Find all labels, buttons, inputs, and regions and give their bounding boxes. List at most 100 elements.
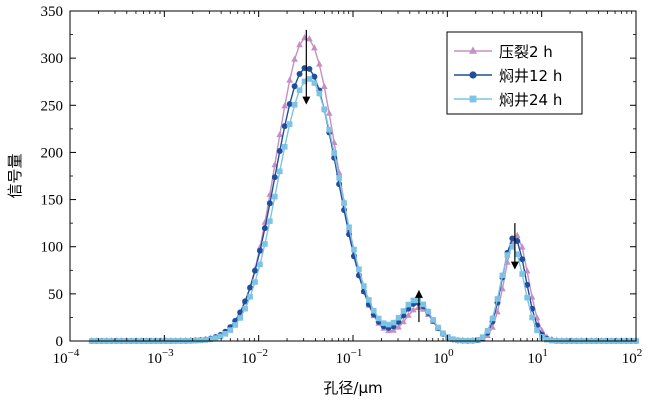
data-point-square — [405, 301, 412, 308]
data-point-circle — [271, 174, 278, 181]
x-axis-ticks: 10−4 10−3 10−2 10−1 100 101 102 — [53, 11, 643, 367]
data-point-circle — [296, 70, 303, 77]
data-point-triangle — [489, 323, 496, 330]
data-point-square — [375, 315, 382, 322]
data-point-square — [331, 150, 337, 156]
data-point-square — [469, 95, 477, 103]
series-line — [91, 78, 636, 342]
data-point-square — [237, 315, 243, 321]
data-point-square — [356, 266, 362, 273]
data-point-square — [336, 175, 342, 181]
data-point-square — [242, 305, 248, 312]
data-point-square — [385, 321, 392, 328]
data-point-square — [390, 319, 397, 326]
data-point-square — [267, 218, 273, 224]
data-point-circle — [281, 123, 288, 130]
data-point-triangle — [281, 102, 289, 109]
data-point-square — [514, 251, 521, 258]
data-point-square — [440, 330, 446, 337]
x-tick-label: 100 — [433, 347, 454, 367]
data-point-circle — [509, 235, 516, 242]
data-point-square — [519, 271, 526, 277]
y-tick-label: 200 — [41, 145, 64, 161]
data-point-square — [257, 261, 263, 268]
data-point-square — [262, 241, 268, 247]
data-point-square — [217, 333, 224, 340]
data-point-square — [509, 243, 516, 250]
data-point-triangle — [286, 76, 293, 83]
data-point-circle — [247, 284, 254, 291]
data-point-square — [197, 337, 204, 344]
data-point-square — [529, 314, 535, 321]
data-point-square — [346, 224, 352, 231]
data-point-triangle — [499, 284, 506, 292]
data-point-triangle — [414, 303, 422, 311]
data-point-circle — [291, 83, 298, 90]
data-point-triangle — [518, 243, 526, 250]
y-tick-label: 50 — [48, 287, 63, 303]
data-point-square — [276, 168, 283, 175]
x-tick-label: 102 — [622, 347, 643, 367]
data-point-square — [489, 315, 496, 322]
y-tick-label: 350 — [41, 4, 64, 20]
data-point-square — [296, 87, 303, 94]
data-point-square — [450, 336, 456, 343]
data-point-square — [366, 297, 372, 303]
data-point-square — [420, 301, 427, 308]
data-point-triangle — [276, 130, 284, 138]
data-point-square — [380, 320, 387, 326]
data-point-square — [252, 279, 258, 285]
data-point-square — [455, 337, 461, 344]
x-tick-label: 101 — [527, 347, 548, 367]
data-point-square — [499, 272, 506, 279]
data-point-square — [430, 317, 436, 323]
data-point-square — [247, 293, 253, 300]
data-point-circle — [261, 225, 268, 232]
data-point-square — [227, 327, 234, 333]
data-point-circle — [276, 148, 283, 154]
x-tick-label: 10−4 — [53, 347, 80, 367]
data-point-square — [494, 296, 501, 302]
legend: 压裂2 h 焖井12 h 焖井24 h — [446, 31, 583, 115]
data-point-square — [410, 297, 417, 304]
legend-item: 焖井24 h — [454, 91, 562, 109]
data-point-triangle — [325, 109, 333, 116]
data-point-square — [311, 80, 318, 86]
data-point-triangle — [296, 41, 303, 48]
data-point-square — [316, 90, 323, 97]
data-point-circle — [514, 237, 521, 244]
data-point-circle — [524, 281, 531, 288]
legend-item: 焖井12 h — [454, 67, 562, 85]
data-point-triangle — [316, 60, 323, 67]
data-point-triangle — [320, 82, 328, 89]
y-axis-title: 信号量 — [6, 153, 24, 198]
data-point-triangle — [405, 311, 412, 318]
x-tick-label: 10−1 — [336, 347, 363, 367]
y-tick-label: 250 — [41, 98, 64, 114]
x-axis-title: 孔径/μm — [323, 379, 382, 397]
y-tick-label: 0 — [56, 334, 64, 350]
data-point-circle — [242, 298, 249, 305]
data-point-circle — [306, 65, 313, 72]
data-point-triangle — [291, 55, 298, 62]
data-point-square — [435, 324, 441, 331]
data-point-square — [361, 283, 367, 289]
data-point-square — [222, 330, 229, 337]
data-point-triangle — [410, 306, 417, 313]
y-tick-label: 300 — [41, 51, 64, 67]
data-point-triangle — [513, 231, 521, 238]
data-point-square — [326, 126, 333, 133]
legend-label: 焖井12 h — [499, 67, 562, 85]
data-point-square — [202, 337, 209, 343]
data-point-square — [286, 121, 293, 127]
data-point-triangle — [306, 35, 313, 42]
data-point-square — [415, 297, 422, 304]
data-point-triangle — [523, 267, 531, 274]
data-point-square — [207, 336, 214, 343]
data-point-circle — [266, 200, 273, 207]
data-point-circle — [519, 256, 526, 263]
data-point-square — [291, 101, 298, 108]
legend-label: 焖井24 h — [499, 91, 562, 109]
data-point-circle — [311, 73, 318, 80]
